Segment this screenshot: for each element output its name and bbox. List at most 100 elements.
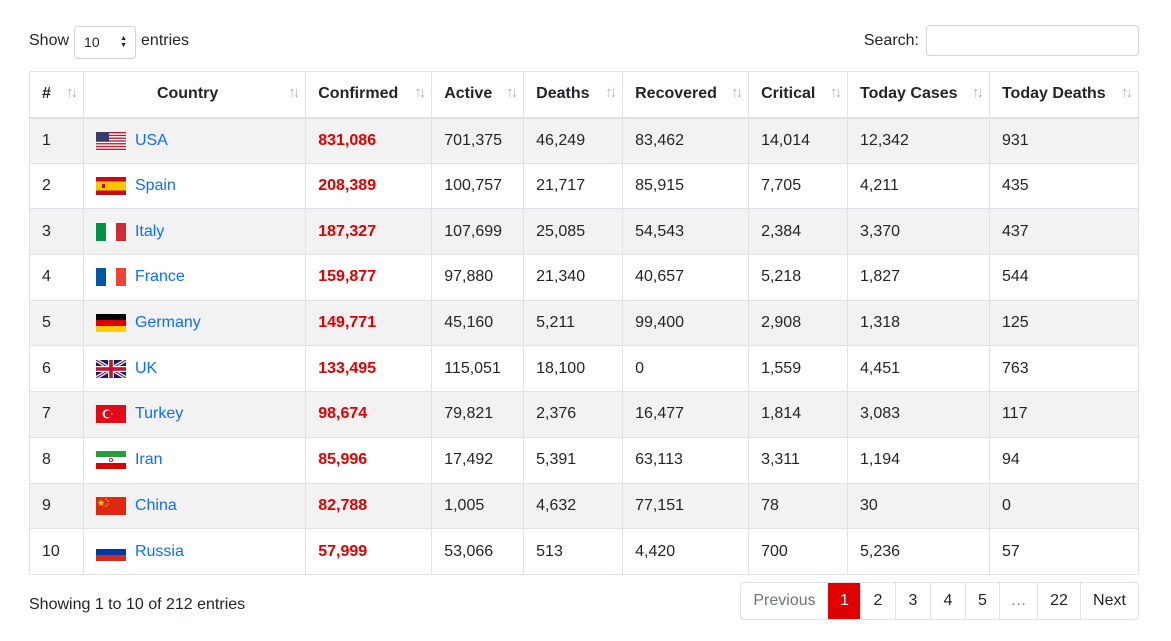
cell-rank: 9 <box>29 482 84 530</box>
column-header-today-cases[interactable]: Today Cases ↑↓ <box>847 71 990 119</box>
cell-confirmed: 85,996 <box>305 436 433 484</box>
cell-confirmed: 831,086 <box>305 117 433 164</box>
cell-today-cases: 1,194 <box>847 436 990 484</box>
cell-recovered: 0 <box>622 345 750 393</box>
cell-today-deaths: 125 <box>988 299 1140 347</box>
country-link[interactable]: Germany <box>134 314 201 332</box>
country-link[interactable]: Spain <box>134 177 176 195</box>
column-header-rank[interactable]: # ↑↓ <box>29 71 84 119</box>
cell-deaths: 21,717 <box>523 162 624 210</box>
cell-confirmed: 187,327 <box>305 208 433 256</box>
country-link[interactable]: China <box>134 496 177 514</box>
cell-deaths: 513 <box>523 528 624 575</box>
column-header-today-deaths[interactable]: Today Deaths ↑↓ <box>988 71 1140 119</box>
cell-deaths: 5,211 <box>523 299 624 347</box>
cell-today-deaths: 117 <box>988 391 1140 438</box>
cell-today-deaths: 57 <box>988 528 1140 575</box>
column-header-active[interactable]: Active ↑↓ <box>431 71 525 119</box>
country-link[interactable]: UK <box>134 359 158 377</box>
sort-arrows-icon: ↑↓ <box>1121 84 1133 101</box>
sort-arrows-icon: ↑↓ <box>506 84 518 101</box>
page-button-1[interactable]: 1 <box>828 583 860 619</box>
cell-country: UK <box>82 345 307 393</box>
cell-country: Spain <box>82 162 307 210</box>
cell-recovered: 40,657 <box>622 254 750 301</box>
cell-deaths: 46,249 <box>523 117 624 164</box>
country-link[interactable]: Russia <box>134 542 184 560</box>
search-input[interactable] <box>926 25 1139 56</box>
table-row: 9 China 82,788 1,005 4,632 77,151 78 30 0 <box>29 482 1140 530</box>
cell-confirmed: 57,999 <box>305 528 433 575</box>
next-button[interactable]: Next <box>1080 583 1138 619</box>
previous-button: Previous <box>753 592 816 609</box>
cell-rank: 10 <box>29 528 84 575</box>
cell-critical: 7,705 <box>748 162 849 210</box>
column-header-critical[interactable]: Critical ↑↓ <box>748 71 849 119</box>
cell-country: Russia <box>82 528 307 575</box>
cell-active: 115,051 <box>431 345 525 393</box>
sort-arrows-icon: ↑↓ <box>414 84 426 101</box>
turkey-flag-icon <box>95 405 126 424</box>
cell-critical: 1,814 <box>748 391 849 438</box>
sort-arrows-icon: ↑↓ <box>605 84 617 101</box>
cell-rank: 2 <box>29 162 84 210</box>
country-link[interactable]: Italy <box>134 222 165 240</box>
cell-recovered: 54,543 <box>622 208 750 256</box>
column-header-label: Country <box>156 85 219 103</box>
sort-arrows-icon: ↑↓ <box>830 84 842 101</box>
country-link[interactable]: USA <box>134 131 168 149</box>
column-header-label: Recovered <box>635 85 717 103</box>
cell-today-cases: 3,083 <box>847 391 990 438</box>
cell-recovered: 16,477 <box>622 391 750 438</box>
column-header-deaths[interactable]: Deaths ↑↓ <box>523 71 624 119</box>
column-header-label: Critical <box>761 85 816 103</box>
cell-today-deaths: 931 <box>988 117 1140 164</box>
page-button-2[interactable]: 2 <box>860 583 895 619</box>
cell-today-deaths: 435 <box>988 162 1140 210</box>
cell-active: 1,005 <box>431 482 525 530</box>
cell-rank: 8 <box>29 436 84 484</box>
cell-rank: 7 <box>29 391 84 438</box>
table-body: 1 USA 831,086 701,375 46,249 83,462 14,014 12,3… <box>29 117 1140 575</box>
column-header-label: Today Deaths <box>1001 85 1106 103</box>
cell-deaths: 4,632 <box>523 482 624 530</box>
cell-active: 701,375 <box>431 117 525 164</box>
cell-rank: 1 <box>29 117 84 164</box>
cell-today-deaths: 763 <box>988 345 1140 393</box>
cell-confirmed: 149,771 <box>305 299 433 347</box>
countries-table: # ↑↓ Country ↑↓ Confirmed ↑↓ Active ↑↓ Deaths ↑↓ R… <box>29 71 1140 575</box>
cell-confirmed: 82,788 <box>305 482 433 530</box>
cell-today-deaths: 0 <box>988 482 1140 530</box>
entries-label: entries <box>141 32 190 49</box>
cell-active: 45,160 <box>431 299 525 347</box>
cell-today-cases: 5,236 <box>847 528 990 575</box>
page-button-5[interactable]: 5 <box>965 583 999 619</box>
cell-rank: 6 <box>29 345 84 393</box>
country-link[interactable]: Turkey <box>134 405 184 423</box>
page-button-4[interactable]: 4 <box>930 583 965 619</box>
cell-confirmed: 98,674 <box>305 391 433 438</box>
table-info: Showing 1 to 10 of 212 entries <box>29 596 246 613</box>
cell-recovered: 85,915 <box>622 162 750 210</box>
cell-country: Turkey <box>82 391 307 438</box>
page-button-3[interactable]: 3 <box>895 583 930 619</box>
column-header-recovered[interactable]: Recovered ↑↓ <box>622 71 750 119</box>
search-label: Search: <box>863 31 919 49</box>
entries-select[interactable]: 10 ▲ ▼ <box>74 25 137 59</box>
pagination: Previous 1 2 3 4 5… 22 Next <box>740 582 1139 620</box>
cell-rank: 5 <box>29 299 84 347</box>
cell-confirmed: 208,389 <box>305 162 433 210</box>
russia-flag-icon <box>95 542 126 561</box>
column-header-country[interactable]: Country ↑↓ <box>82 71 307 119</box>
cell-recovered: 83,462 <box>622 117 750 164</box>
germany-flag-icon <box>95 314 126 333</box>
country-link[interactable]: France <box>134 268 185 286</box>
column-header-confirmed[interactable]: Confirmed ↑↓ <box>305 71 433 119</box>
cell-country: China <box>82 482 307 530</box>
country-link[interactable]: Iran <box>134 451 163 469</box>
cell-critical: 2,908 <box>748 299 849 347</box>
page-button-22[interactable]: 22 <box>1037 583 1080 619</box>
cell-today-cases: 1,827 <box>847 254 990 301</box>
table-header-row: # ↑↓ Country ↑↓ Confirmed ↑↓ Active ↑↓ Deaths ↑↓ R… <box>29 71 1140 119</box>
cell-active: 53,066 <box>431 528 525 575</box>
